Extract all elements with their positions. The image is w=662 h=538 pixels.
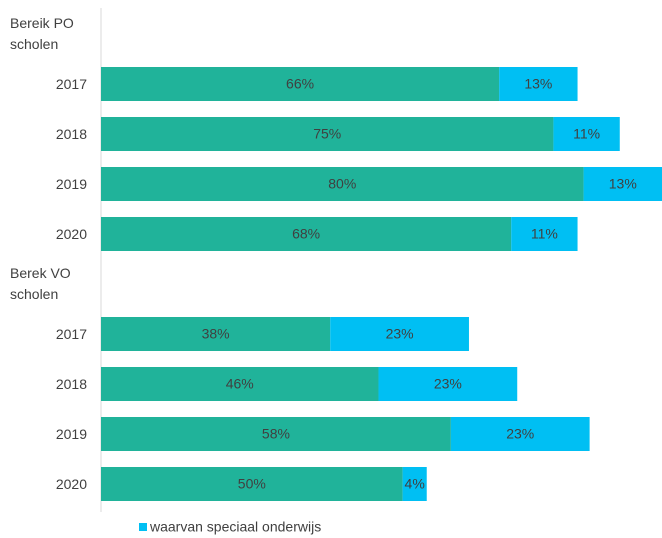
bar-segment bbox=[101, 467, 403, 501]
bar-segment bbox=[499, 67, 578, 101]
value-label: 38% bbox=[202, 326, 230, 342]
value-label: 11% bbox=[531, 226, 558, 242]
bar-segment bbox=[101, 417, 451, 451]
bar-segment bbox=[101, 167, 584, 201]
bar-segment bbox=[402, 467, 427, 501]
category-label: 2018 bbox=[55, 125, 87, 142]
bar-segment bbox=[101, 117, 554, 151]
category-label: 2020 bbox=[55, 475, 87, 492]
bar-segment bbox=[378, 367, 518, 401]
bar-segment bbox=[583, 167, 662, 201]
bar-segment bbox=[101, 317, 331, 351]
bar-segment bbox=[101, 67, 500, 101]
value-label: 75% bbox=[313, 126, 341, 142]
bar-segment bbox=[330, 317, 469, 351]
bar-segment bbox=[450, 417, 590, 451]
value-label: 80% bbox=[328, 176, 356, 192]
legend-label: waarvan speciaal onderwijs bbox=[149, 519, 321, 535]
legend-swatch bbox=[139, 523, 147, 531]
bar-segment bbox=[511, 217, 578, 251]
category-label: 2017 bbox=[55, 325, 87, 342]
category-label: 2018 bbox=[55, 375, 87, 392]
bar-segment bbox=[553, 117, 620, 151]
category-label: 2019 bbox=[55, 425, 87, 442]
value-label: 13% bbox=[524, 76, 552, 92]
value-label: 13% bbox=[609, 176, 637, 192]
value-label: 23% bbox=[506, 426, 534, 442]
value-label: 11% bbox=[573, 126, 600, 142]
value-label: 50% bbox=[238, 476, 266, 492]
value-label: 66% bbox=[286, 76, 314, 92]
value-label: 23% bbox=[386, 326, 414, 342]
value-label: 23% bbox=[434, 376, 462, 392]
value-label: 46% bbox=[226, 376, 254, 392]
value-label: 58% bbox=[262, 426, 290, 442]
value-label: 4% bbox=[405, 476, 425, 492]
bar-segment bbox=[101, 367, 379, 401]
category-label: Berek VO scholen bbox=[10, 265, 71, 302]
category-label: Bereik PO scholen bbox=[10, 15, 74, 52]
category-label: 2019 bbox=[55, 175, 87, 192]
category-label: 2017 bbox=[55, 75, 87, 92]
bar-segment bbox=[101, 217, 512, 251]
category-label: 2020 bbox=[55, 225, 87, 242]
value-label: 68% bbox=[292, 226, 320, 242]
